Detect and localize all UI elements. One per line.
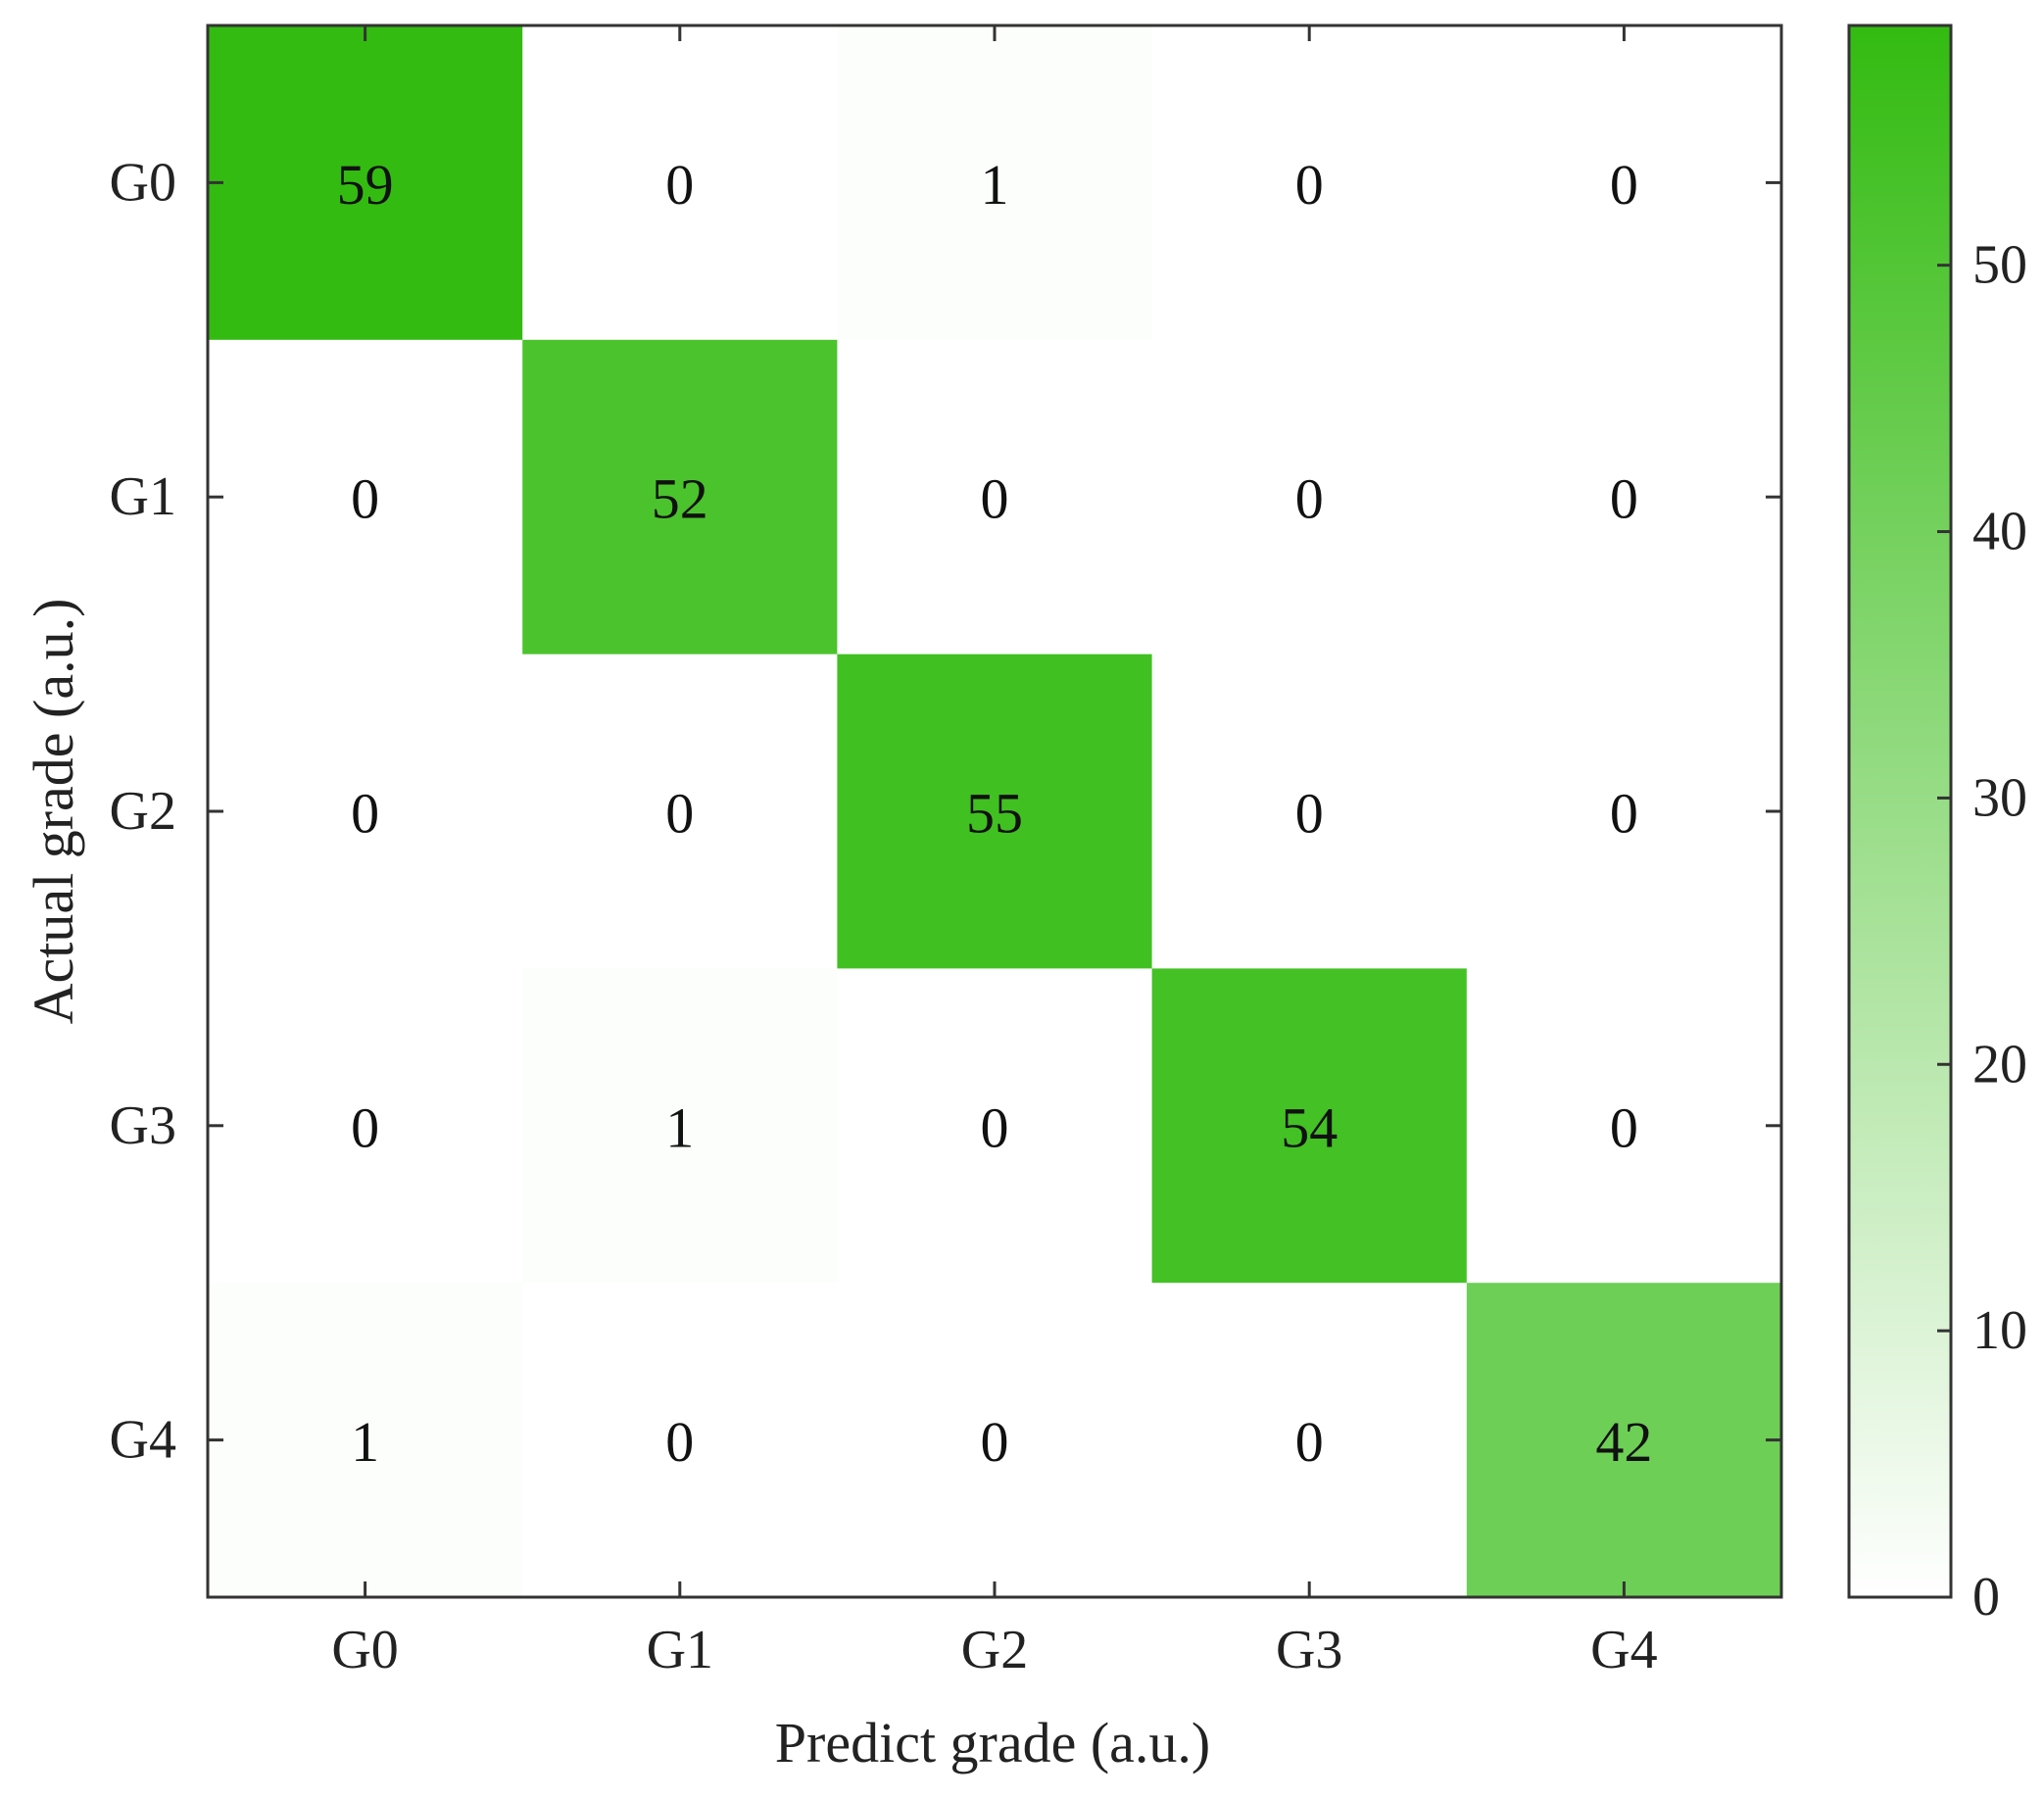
cell-value-label-r0-c4: 0 (1610, 153, 1638, 217)
heatmap-cell-r2-c3 (1151, 654, 1468, 969)
heatmap-cell-r1-c3 (1151, 339, 1468, 656)
cell-value-label-r1-c1: 52 (652, 467, 708, 531)
heatmap-cell-r4-c0 (208, 1283, 523, 1598)
cell-value-label-r0-c2: 1 (981, 153, 1009, 217)
heatmap-cell-r0-c2 (837, 25, 1153, 341)
heatmap-cell-labels: 59 0 1 0 0 0 52 0 0 0 0 0 55 0 0 0 1 0 54 0 1 0 0 0 42 (337, 153, 1653, 1474)
heatmap-cell-r0-c1 (522, 25, 838, 341)
colorbar-tick-label-5: 50 (1972, 235, 2027, 296)
heatmap-cell-r4-c2 (837, 1283, 1153, 1598)
heatmap-cell-r2-c0 (208, 654, 523, 969)
colorbar-tick-label-4: 40 (1972, 502, 2027, 562)
cell-value-label-r1-c4: 0 (1610, 467, 1638, 531)
colorbar-tick-label-2: 20 (1972, 1034, 2027, 1094)
x-tick-label-3: G3 (1276, 1620, 1342, 1680)
cell-value-label-r0-c3: 0 (1295, 153, 1324, 217)
heatmap-cell-r3-c0 (208, 968, 523, 1284)
x-tick-label-1: G1 (647, 1620, 713, 1680)
heatmap-cell-r2-c2 (837, 654, 1153, 969)
heatmap-cell-r4-c4 (1466, 1283, 1782, 1598)
colorbar-ticks (1937, 264, 1951, 1599)
heatmap-cell-r4-c3 (1151, 1283, 1468, 1598)
cell-value-label-r1-c0: 0 (351, 467, 379, 531)
heatmap-cell-r0-c3 (1151, 25, 1468, 341)
cell-value-label-r2-c0: 0 (351, 782, 379, 846)
heatmap-cell-r3-c3 (1151, 968, 1468, 1284)
heatmap-cell-r3-c4 (1466, 968, 1782, 1284)
cell-value-label-r3-c0: 0 (351, 1095, 379, 1159)
heatmap-cell-r1-c4 (1466, 339, 1782, 656)
cell-value-label-r3-c4: 0 (1610, 1095, 1638, 1159)
y-tick-label-2: G2 (110, 781, 176, 842)
heatmap-cell-r2-c4 (1466, 654, 1782, 969)
x-tick-label-0: G0 (331, 1620, 398, 1680)
heatmap-cell-r3-c2 (837, 968, 1153, 1284)
heatmap-cell-r2-c1 (522, 654, 838, 969)
cell-value-label-r2-c2: 55 (966, 782, 1023, 846)
colorbar-tick-label-1: 10 (1972, 1300, 2027, 1361)
cell-value-label-r0-c0: 59 (337, 153, 394, 217)
cell-value-label-r1-c3: 0 (1295, 467, 1324, 531)
heatmap-cells (208, 25, 1782, 1598)
colorbar-tick-label-3: 30 (1972, 767, 2027, 828)
heatmap-cell-r1-c2 (837, 339, 1153, 656)
x-tick-label-4: G4 (1590, 1620, 1657, 1680)
cell-value-label-r4-c0: 1 (351, 1410, 379, 1474)
heatmap-cell-r4-c1 (522, 1283, 838, 1598)
cell-value-label-r4-c2: 0 (981, 1410, 1009, 1474)
cell-value-label-r4-c4: 42 (1595, 1410, 1652, 1474)
cell-value-label-r2-c1: 0 (665, 782, 694, 846)
y-axis-tick-labels: G0 G1 G2 G3 G4 (110, 152, 176, 1470)
colorbar-tick-label-0: 0 (1972, 1567, 2000, 1628)
y-tick-label-3: G3 (110, 1095, 176, 1156)
cell-value-label-r4-c3: 0 (1295, 1410, 1324, 1474)
x-tick-label-2: G2 (961, 1620, 1028, 1680)
x-axis-tick-labels: G0 G1 G2 G3 G4 (331, 1620, 1657, 1680)
cell-value-label-r3-c3: 54 (1281, 1095, 1338, 1159)
heatmap-cell-r1-c0 (208, 339, 523, 656)
cell-value-label-r1-c2: 0 (981, 467, 1009, 531)
cell-value-label-r4-c1: 0 (665, 1410, 694, 1474)
heatmap-cell-r0-c0 (208, 25, 523, 341)
x-axis-title: Predict grade (a.u.) (775, 1711, 1210, 1775)
cell-value-label-r3-c1: 1 (665, 1095, 694, 1159)
colorbar-tick-labels: 0 10 20 30 40 50 (1972, 235, 2027, 1628)
colorbar (1847, 24, 1953, 1599)
y-tick-label-1: G1 (110, 466, 176, 527)
y-axis-title: Actual grade (a.u.) (22, 599, 85, 1025)
axis-ticks (208, 25, 1781, 1597)
cell-value-label-r0-c1: 0 (665, 153, 694, 217)
heatmap-cell-r1-c1 (522, 339, 838, 656)
heatmap-cell-r3-c1 (522, 968, 838, 1284)
cell-value-label-r2-c3: 0 (1295, 782, 1324, 846)
y-tick-label-0: G0 (110, 152, 176, 213)
heatmap-cell-r0-c4 (1466, 25, 1782, 341)
cell-value-label-r3-c2: 0 (981, 1095, 1009, 1159)
y-tick-label-4: G4 (110, 1410, 176, 1471)
cell-value-label-r2-c4: 0 (1610, 782, 1638, 846)
